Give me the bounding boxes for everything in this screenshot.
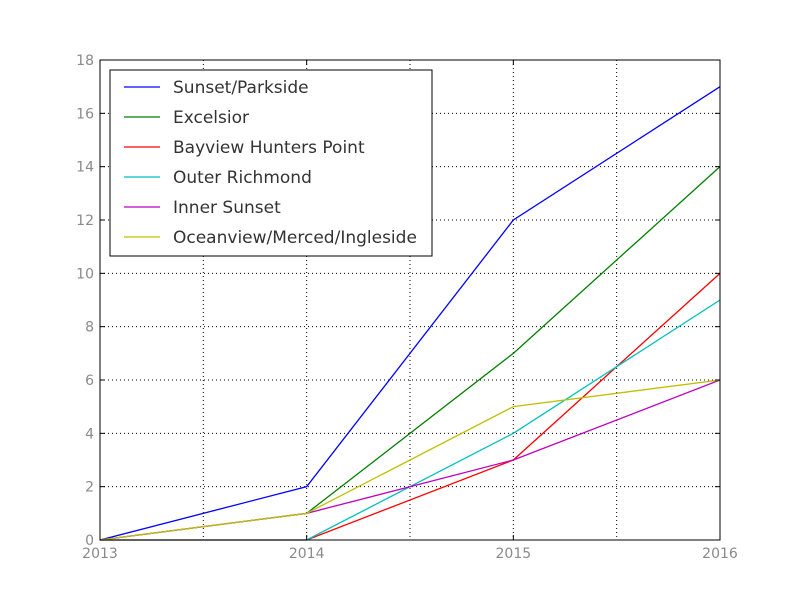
y-tick-label: 14: [76, 160, 94, 176]
y-tick-label: 0: [85, 533, 94, 549]
y-tick-label: 4: [85, 426, 94, 442]
y-tick-label: 2: [85, 480, 94, 496]
legend-label: Bayview Hunters Point: [173, 138, 365, 158]
legend: Sunset/Parkside Excelsior Bayview Hunters …: [109, 69, 433, 257]
x-tick-label: 2014: [289, 546, 325, 562]
ticks: 0 2 4 6 8 10 12 14 16 18 2013 2014 2015 2016: [76, 53, 738, 562]
legend-label: Excelsior: [173, 108, 249, 128]
x-tick-label: 2016: [702, 546, 738, 562]
series-line-5: [99, 379, 721, 541]
y-tick-label: 10: [76, 266, 94, 282]
legend-label: Inner Sunset: [173, 198, 281, 218]
y-tick-label: 6: [85, 373, 94, 389]
y-tick-label: 16: [76, 106, 94, 122]
x-tick-label: 2015: [496, 546, 532, 562]
legend-label: Oceanview/Merced/Ingleside: [173, 228, 417, 248]
series-line-0: [99, 86, 721, 541]
series-line-2: [100, 272, 721, 541]
y-tick-label: 18: [76, 53, 94, 69]
legend-box: [109, 69, 433, 257]
y-tick-label: 8: [85, 320, 94, 336]
plot-frame: [99, 59, 721, 541]
y-tick-label: 12: [76, 213, 94, 229]
legend-label: Outer Richmond: [173, 168, 312, 188]
legend-label: Sunset/Parkside: [173, 78, 309, 98]
x-tick-label: 2013: [82, 546, 118, 562]
